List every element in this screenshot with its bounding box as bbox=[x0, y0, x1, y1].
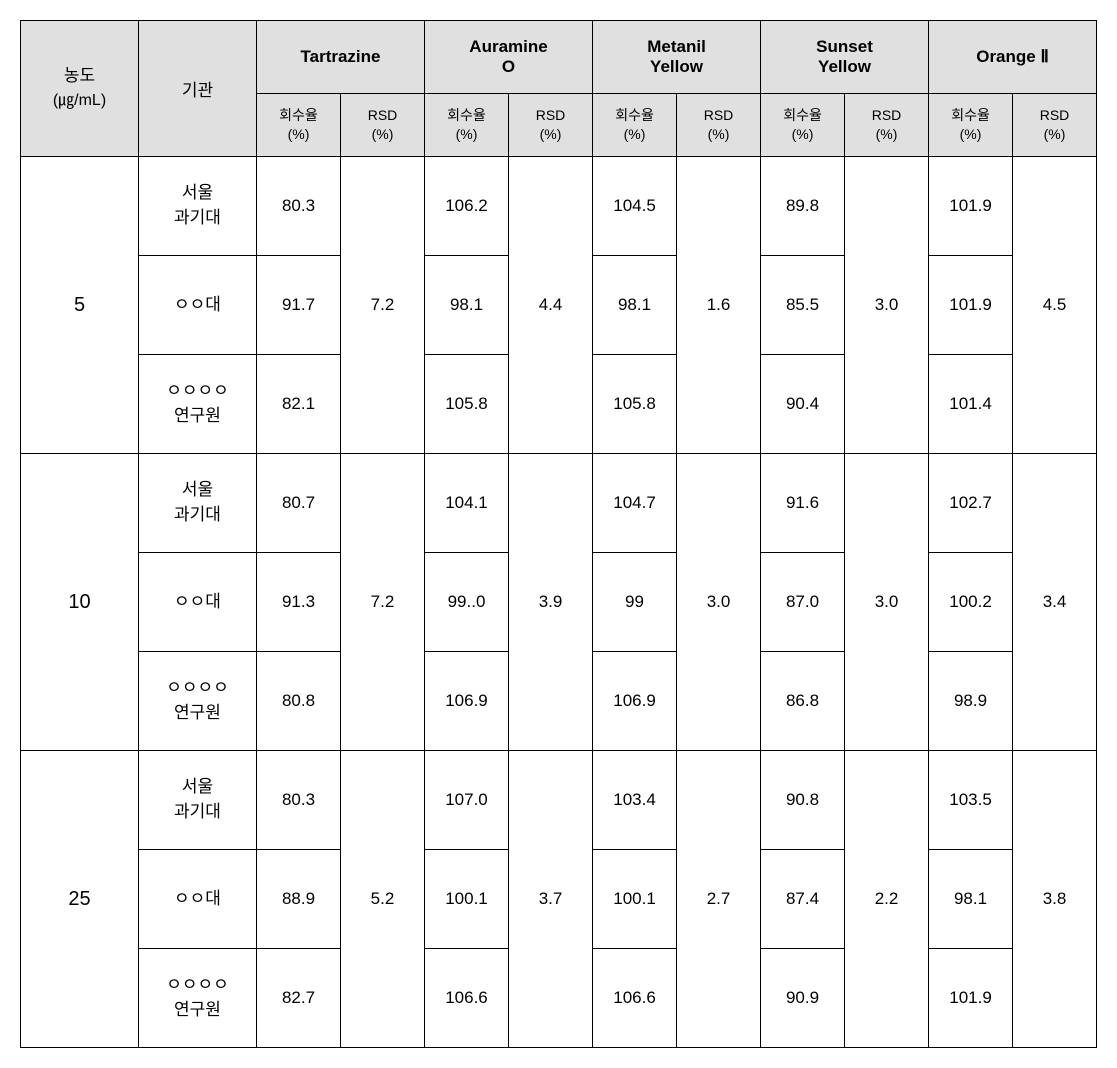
recovery-cell: 101.9 bbox=[929, 949, 1013, 1048]
recovery-cell: 82.7 bbox=[257, 949, 341, 1048]
inst-cell: ㅇㅇㅇㅇ연구원 bbox=[139, 949, 257, 1048]
recovery-cell: 102.7 bbox=[929, 454, 1013, 553]
inst-cell: 서울과기대 bbox=[139, 454, 257, 553]
conc-cell: 10 bbox=[21, 454, 139, 751]
recovery-cell: 106.9 bbox=[593, 652, 677, 751]
recovery-cell: 99..0 bbox=[425, 553, 509, 652]
recovery-cell: 98.9 bbox=[929, 652, 1013, 751]
rsd-cell: 3.0 bbox=[845, 454, 929, 751]
inst-cell: ㅇㅇ대 bbox=[139, 553, 257, 652]
recovery-cell: 100.1 bbox=[425, 850, 509, 949]
header-compound-3: SunsetYellow bbox=[761, 21, 929, 94]
recovery-cell: 82.1 bbox=[257, 355, 341, 454]
header-sub-recovery: 회수율(%) bbox=[593, 94, 677, 157]
recovery-cell: 80.7 bbox=[257, 454, 341, 553]
rsd-cell: 3.9 bbox=[509, 454, 593, 751]
data-row: 25 서울과기대 80.3 5.2 107.0 3.7 103.4 2.7 90… bbox=[21, 751, 1097, 850]
rsd-cell: 2.7 bbox=[677, 751, 761, 1048]
header-sub-recovery: 회수율(%) bbox=[929, 94, 1013, 157]
rsd-cell: 4.4 bbox=[509, 157, 593, 454]
inst-cell: 서울과기대 bbox=[139, 751, 257, 850]
header-sub-rsd: RSD(%) bbox=[845, 94, 929, 157]
rsd-cell: 7.2 bbox=[341, 157, 425, 454]
header-sub-rsd: RSD(%) bbox=[509, 94, 593, 157]
data-row: 5 서울과기대 80.3 7.2 106.2 4.4 104.5 1.6 89.… bbox=[21, 157, 1097, 256]
data-row: 10 서울과기대 80.7 7.2 104.1 3.9 104.7 3.0 91… bbox=[21, 454, 1097, 553]
recovery-cell: 106.6 bbox=[593, 949, 677, 1048]
recovery-cell: 105.8 bbox=[425, 355, 509, 454]
recovery-cell: 104.7 bbox=[593, 454, 677, 553]
recovery-cell: 104.1 bbox=[425, 454, 509, 553]
recovery-cell: 80.8 bbox=[257, 652, 341, 751]
recovery-rsd-table: 농도 (㎍/mL) 기관 Tartrazine AuramineO Metani… bbox=[20, 20, 1097, 1048]
rsd-cell: 3.4 bbox=[1013, 454, 1097, 751]
recovery-cell: 88.9 bbox=[257, 850, 341, 949]
header-sub-rsd: RSD(%) bbox=[341, 94, 425, 157]
recovery-cell: 98.1 bbox=[929, 850, 1013, 949]
inst-cell: 서울과기대 bbox=[139, 157, 257, 256]
header-compound-1: AuramineO bbox=[425, 21, 593, 94]
recovery-cell: 100.1 bbox=[593, 850, 677, 949]
header-conc-line2: (㎍/mL) bbox=[53, 92, 106, 109]
recovery-cell: 85.5 bbox=[761, 256, 845, 355]
recovery-cell: 107.0 bbox=[425, 751, 509, 850]
recovery-cell: 100.2 bbox=[929, 553, 1013, 652]
recovery-cell: 101.9 bbox=[929, 157, 1013, 256]
rsd-cell: 5.2 bbox=[341, 751, 425, 1048]
rsd-cell: 1.6 bbox=[677, 157, 761, 454]
header-compound-0: Tartrazine bbox=[257, 21, 425, 94]
recovery-cell: 106.6 bbox=[425, 949, 509, 1048]
recovery-cell: 104.5 bbox=[593, 157, 677, 256]
recovery-cell: 90.8 bbox=[761, 751, 845, 850]
header-compound-2: MetanilYellow bbox=[593, 21, 761, 94]
recovery-cell: 106.2 bbox=[425, 157, 509, 256]
rsd-cell: 7.2 bbox=[341, 454, 425, 751]
recovery-cell: 80.3 bbox=[257, 157, 341, 256]
conc-cell: 5 bbox=[21, 157, 139, 454]
rsd-cell: 3.0 bbox=[677, 454, 761, 751]
recovery-cell: 101.4 bbox=[929, 355, 1013, 454]
header-conc-line1: 농도 bbox=[64, 66, 95, 85]
recovery-cell: 103.4 bbox=[593, 751, 677, 850]
recovery-cell: 98.1 bbox=[425, 256, 509, 355]
recovery-cell: 89.8 bbox=[761, 157, 845, 256]
conc-cell: 25 bbox=[21, 751, 139, 1048]
header-inst: 기관 bbox=[139, 21, 257, 157]
recovery-cell: 101.9 bbox=[929, 256, 1013, 355]
header-sub-rsd: RSD(%) bbox=[677, 94, 761, 157]
recovery-cell: 90.4 bbox=[761, 355, 845, 454]
rsd-cell: 3.7 bbox=[509, 751, 593, 1048]
recovery-cell: 80.3 bbox=[257, 751, 341, 850]
recovery-cell: 91.7 bbox=[257, 256, 341, 355]
rsd-cell: 3.0 bbox=[845, 157, 929, 454]
inst-cell: ㅇㅇㅇㅇ연구원 bbox=[139, 652, 257, 751]
recovery-cell: 98.1 bbox=[593, 256, 677, 355]
inst-cell: ㅇㅇㅇㅇ연구원 bbox=[139, 355, 257, 454]
recovery-cell: 103.5 bbox=[929, 751, 1013, 850]
recovery-cell: 86.8 bbox=[761, 652, 845, 751]
header-row-1: 농도 (㎍/mL) 기관 Tartrazine AuramineO Metani… bbox=[21, 21, 1097, 94]
header-sub-rsd: RSD(%) bbox=[1013, 94, 1097, 157]
rsd-cell: 4.5 bbox=[1013, 157, 1097, 454]
rsd-cell: 3.8 bbox=[1013, 751, 1097, 1048]
recovery-cell: 87.4 bbox=[761, 850, 845, 949]
header-compound-4: Orange Ⅱ bbox=[929, 21, 1097, 94]
recovery-cell: 106.9 bbox=[425, 652, 509, 751]
recovery-cell: 87.0 bbox=[761, 553, 845, 652]
header-sub-recovery: 회수율(%) bbox=[761, 94, 845, 157]
header-conc: 농도 (㎍/mL) bbox=[21, 21, 139, 157]
inst-cell: ㅇㅇ대 bbox=[139, 256, 257, 355]
recovery-cell: 91.6 bbox=[761, 454, 845, 553]
header-sub-recovery: 회수율(%) bbox=[425, 94, 509, 157]
recovery-cell: 90.9 bbox=[761, 949, 845, 1048]
recovery-cell: 99 bbox=[593, 553, 677, 652]
inst-cell: ㅇㅇ대 bbox=[139, 850, 257, 949]
header-sub-recovery: 회수율(%) bbox=[257, 94, 341, 157]
rsd-cell: 2.2 bbox=[845, 751, 929, 1048]
recovery-cell: 91.3 bbox=[257, 553, 341, 652]
recovery-cell: 105.8 bbox=[593, 355, 677, 454]
